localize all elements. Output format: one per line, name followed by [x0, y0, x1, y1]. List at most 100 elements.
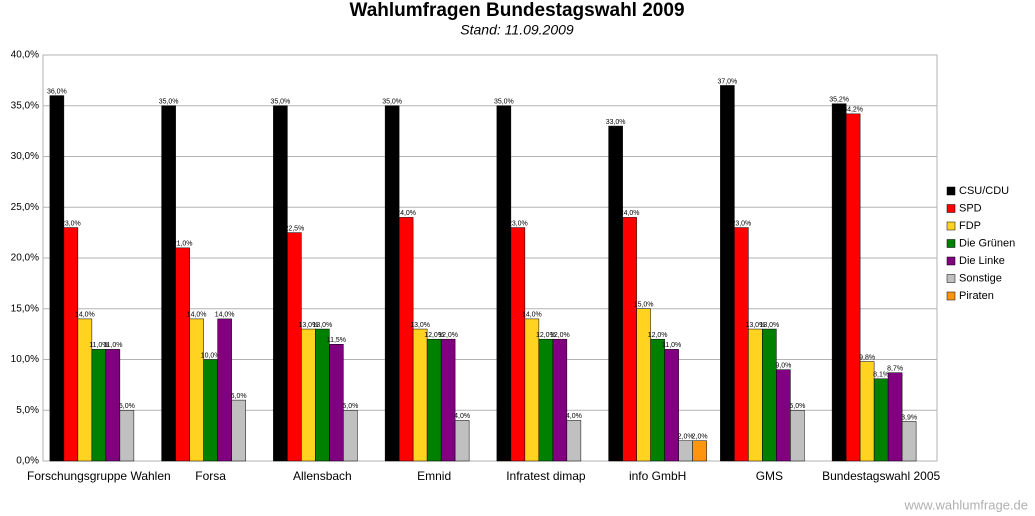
bar — [287, 232, 302, 462]
y-tick-label: 15,0% — [11, 303, 39, 314]
x-tick-label: Bundestagswahl 2005 — [822, 469, 940, 483]
y-tick-label: 30,0% — [11, 151, 39, 162]
bar — [203, 359, 218, 462]
bar — [105, 349, 121, 462]
value-label: 6,0% — [231, 393, 247, 400]
bar — [273, 105, 288, 462]
bar — [678, 440, 693, 462]
value-label: 24,0% — [620, 210, 640, 217]
bar — [790, 410, 805, 462]
value-label: 33,0% — [606, 119, 626, 126]
value-label: 12,0% — [536, 332, 556, 339]
chart-subtitle: Stand: 11.09.2009 — [460, 22, 574, 38]
value-label: 13,0% — [410, 322, 430, 329]
bar — [454, 420, 470, 462]
watermark: www.wahlumfrage.de — [903, 497, 1028, 512]
y-tick-label: 35,0% — [11, 100, 39, 111]
value-label: 13,0% — [298, 322, 318, 329]
value-label: 23,0% — [61, 220, 81, 227]
legend-label: Piraten — [959, 290, 994, 302]
legend-swatch — [946, 256, 956, 266]
bar — [217, 318, 232, 462]
bar — [552, 338, 568, 462]
x-tick-label: Infratest dimap — [506, 469, 586, 483]
bar — [77, 318, 93, 462]
bar — [384, 105, 400, 462]
bar — [426, 338, 442, 462]
bar — [412, 328, 428, 462]
legend-swatch — [946, 204, 956, 213]
bar — [119, 410, 135, 462]
bar — [664, 349, 679, 462]
value-label: 2,0% — [678, 434, 694, 441]
x-tick-label: GMS — [756, 469, 783, 483]
value-label: 10,0% — [201, 352, 221, 359]
value-label: 9,8% — [859, 354, 875, 361]
x-tick-label: Emnid — [417, 469, 451, 483]
bar — [734, 227, 749, 462]
bar — [901, 421, 917, 462]
chart-title: Wahlumfragen Bundestagswahl 2009 — [349, 0, 684, 21]
bar — [650, 338, 665, 462]
bar — [63, 227, 79, 462]
bar — [566, 420, 582, 462]
bar — [496, 105, 512, 462]
bar — [189, 318, 204, 462]
value-label: 14,0% — [187, 312, 207, 319]
bar — [343, 410, 358, 462]
legend-swatch — [946, 291, 956, 301]
bar — [329, 344, 344, 462]
y-tick-label: 10,0% — [11, 354, 39, 365]
legend-label: FDP — [959, 220, 981, 232]
legend-swatch — [946, 274, 956, 283]
bar — [510, 227, 526, 462]
value-label: 36,0% — [47, 88, 67, 95]
value-label: 34,2% — [843, 107, 863, 114]
value-label: 22,5% — [284, 225, 304, 232]
bar — [315, 328, 330, 462]
value-label: 11,0% — [662, 342, 681, 349]
bar — [440, 338, 456, 462]
x-tick-label: Forsa — [195, 469, 226, 483]
y-tick-label: 25,0% — [11, 202, 39, 213]
value-label: 4,0% — [454, 413, 470, 420]
legend-label: Die Grünen — [959, 237, 1015, 249]
bar — [301, 328, 316, 462]
bar — [538, 338, 554, 462]
value-label: 23,0% — [508, 220, 528, 227]
bar — [720, 85, 735, 462]
legend-swatch — [946, 239, 956, 248]
value-label: 5,0% — [789, 403, 805, 410]
value-label: 12,0% — [648, 332, 668, 339]
value-label: 11,5% — [327, 337, 346, 344]
bar — [622, 217, 637, 462]
bar — [49, 95, 65, 462]
y-tick-label: 40,0% — [11, 50, 39, 61]
legend-swatch — [946, 221, 956, 231]
value-label: 12,0% — [550, 332, 570, 339]
bar — [692, 440, 707, 462]
value-label: 13,0% — [759, 322, 779, 329]
value-label: 8,7% — [887, 366, 903, 373]
value-label: 35,0% — [159, 99, 179, 106]
value-label: 13,0% — [745, 322, 765, 329]
legend-label: CSU/CDU — [959, 185, 1009, 197]
bar — [231, 399, 246, 462]
bar — [887, 372, 903, 462]
value-label: 35,0% — [382, 99, 402, 106]
value-label: 15,0% — [634, 302, 654, 309]
value-label: 5,0% — [342, 403, 358, 410]
value-label: 35,0% — [270, 99, 290, 106]
bar — [524, 318, 540, 462]
value-label: 4,0% — [566, 413, 582, 420]
bar — [762, 328, 777, 462]
value-label: 14,0% — [215, 312, 235, 319]
value-label: 14,0% — [75, 312, 95, 319]
value-label: 35,2% — [829, 97, 849, 104]
value-label: 13,0% — [312, 322, 332, 329]
x-tick-label: Allensbach — [293, 469, 352, 483]
value-label: 11,0% — [103, 342, 122, 349]
bar — [859, 361, 875, 462]
bar — [398, 217, 414, 462]
